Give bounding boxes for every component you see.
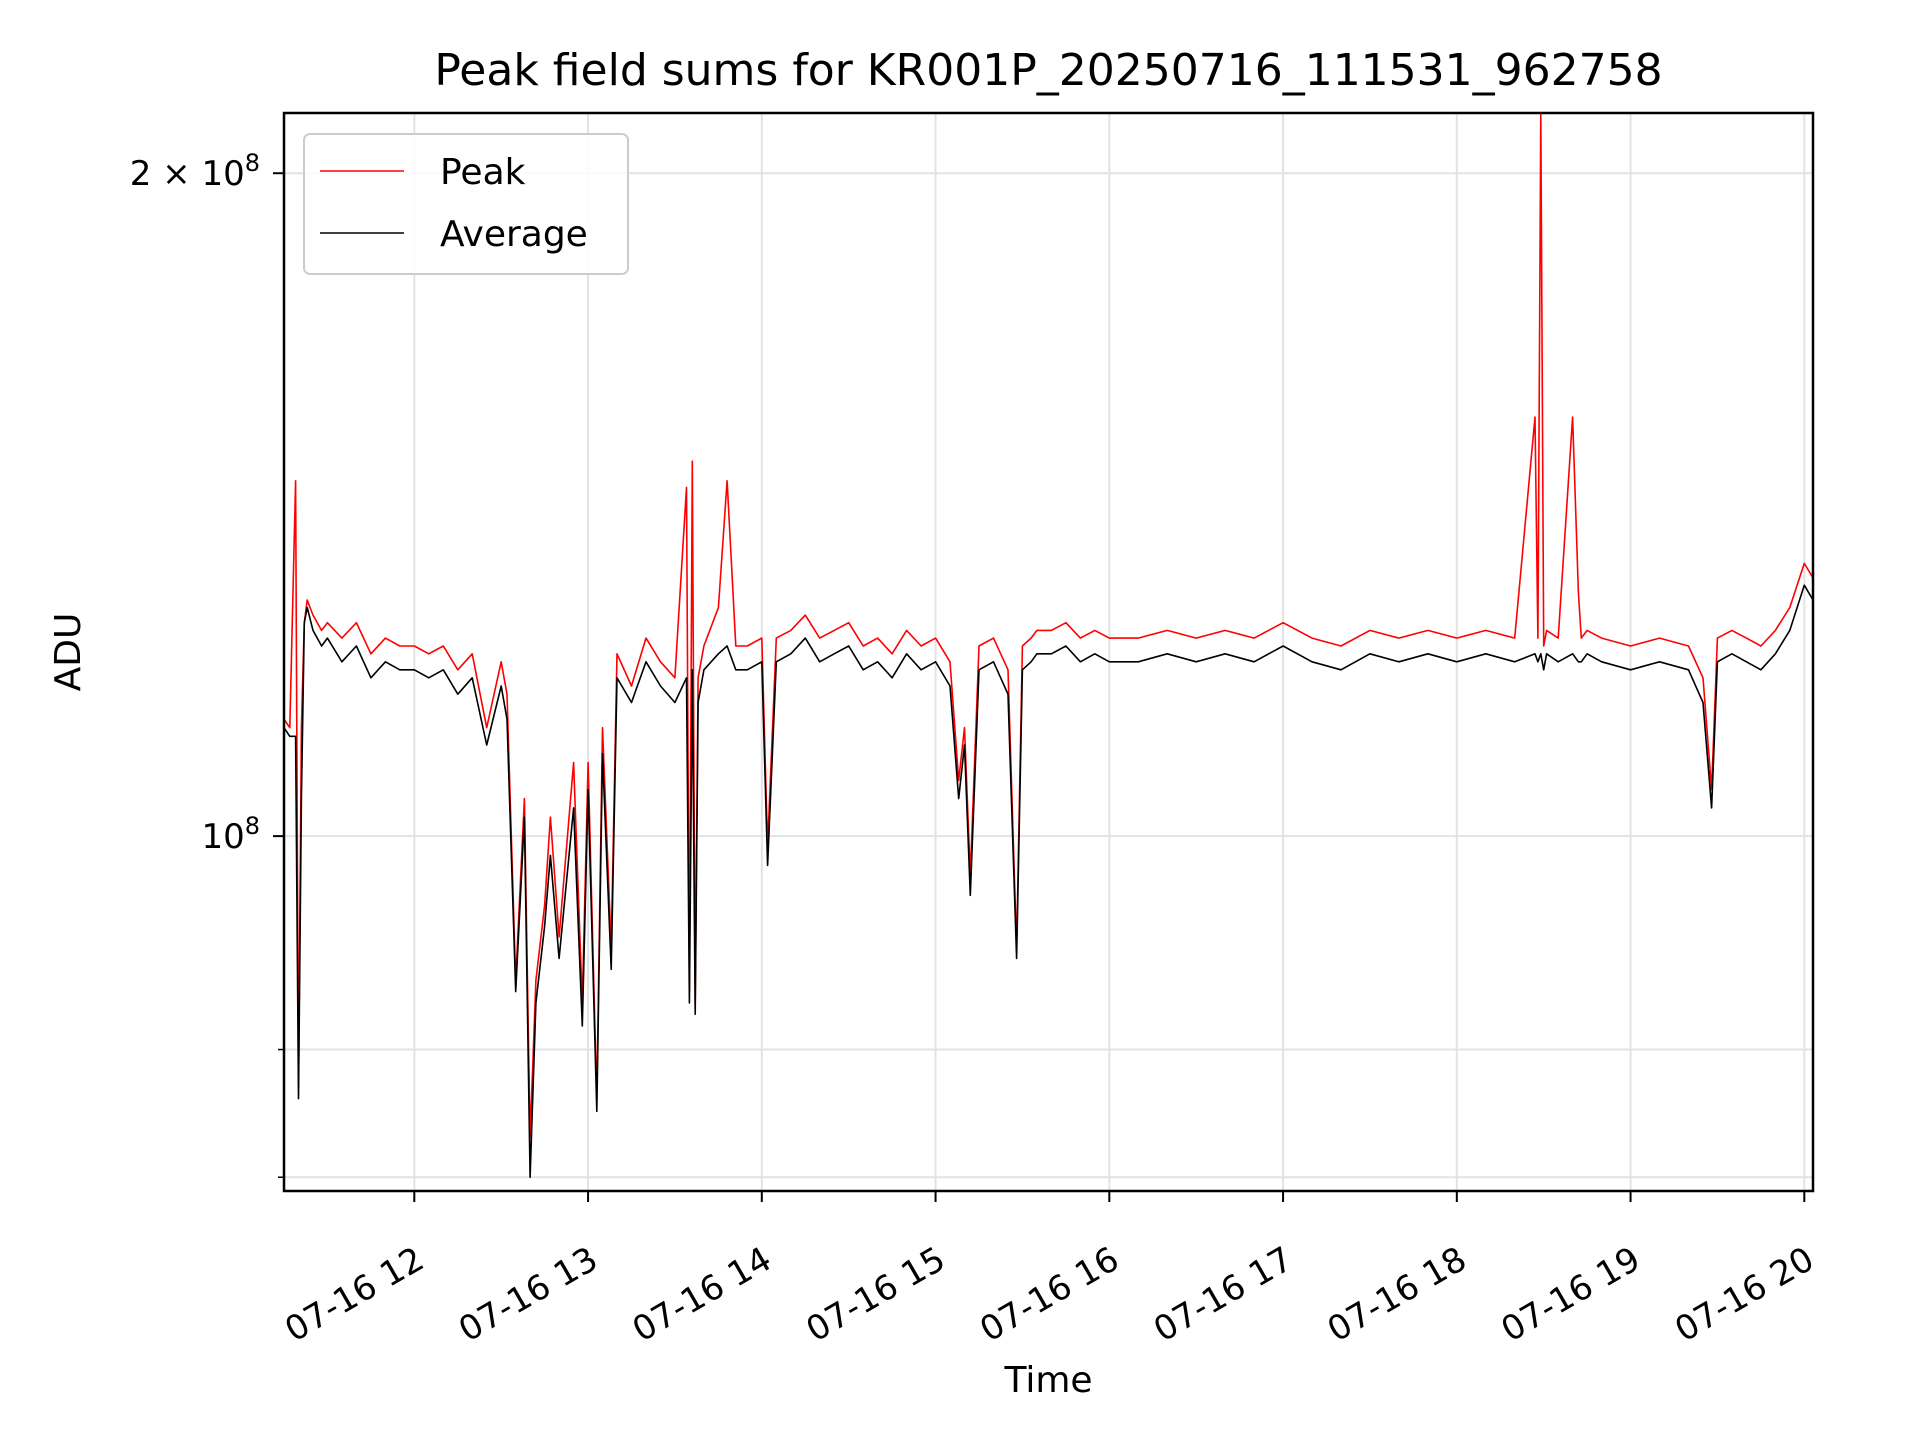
x-tick-label: 07-16 14 xyxy=(626,1239,778,1350)
series-layer xyxy=(283,112,1814,1178)
x-tick-label: 07-16 13 xyxy=(452,1239,604,1350)
y-tick-label: 108 xyxy=(201,812,260,857)
x-tick-label: 07-16 20 xyxy=(1668,1239,1820,1350)
x-tick-label: 07-16 19 xyxy=(1495,1239,1647,1350)
y-axis: 108 2 × 108 xyxy=(130,149,284,1178)
x-axis: 07-16 12 07-16 13 07-16 14 07-16 15 07-16 16… xyxy=(278,1191,1821,1350)
y-axis-title: ADU xyxy=(48,613,89,692)
x-tick-label: 07-16 16 xyxy=(973,1239,1125,1350)
x-tick-label: 07-16 17 xyxy=(1147,1239,1299,1350)
legend: Peak Average xyxy=(303,133,629,275)
plot-frame xyxy=(282,111,1815,1193)
x-tick-label: 07-16 12 xyxy=(278,1239,430,1350)
legend-box xyxy=(303,133,629,275)
x-axis-title: Time xyxy=(1003,1360,1092,1401)
chart-title: Peak field sums for KR001P_20250716_1115… xyxy=(434,45,1662,96)
series-line-peak xyxy=(283,112,1814,1138)
x-tick-label: 07-16 15 xyxy=(800,1239,952,1350)
series-line-average xyxy=(283,584,1814,1178)
x-tick-label: 07-16 18 xyxy=(1321,1239,1473,1350)
legend-label-peak: Peak xyxy=(440,152,526,193)
y-tick-label: 2 × 108 xyxy=(130,149,260,194)
legend-label-average: Average xyxy=(440,214,588,255)
